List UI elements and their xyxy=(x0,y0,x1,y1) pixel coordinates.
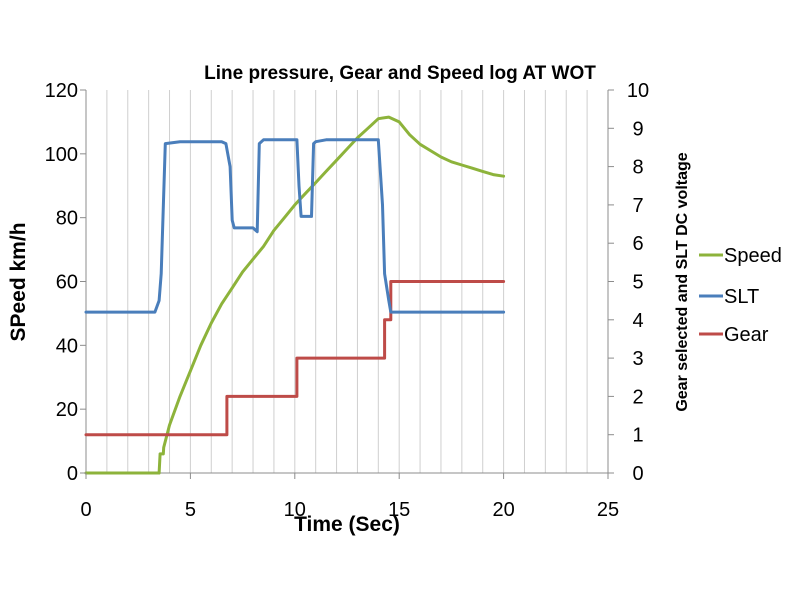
y2-tick-label: 3 xyxy=(632,348,643,370)
y2-tick-label: 10 xyxy=(627,80,649,102)
x-tick-label: 5 xyxy=(185,499,196,521)
x-tick-label: 25 xyxy=(597,499,619,521)
y-tick-label: 120 xyxy=(45,80,78,102)
x-tick-label: 0 xyxy=(80,499,91,521)
y2-tick-label: 0 xyxy=(632,463,643,485)
y2-tick-label: 6 xyxy=(632,233,643,255)
y2-tick-label: 9 xyxy=(632,118,643,140)
legend-label-speed: Speed xyxy=(724,245,782,267)
series-line-speed xyxy=(84,115,506,475)
x-tick-label: 15 xyxy=(388,499,410,521)
series-line-gear xyxy=(84,280,506,437)
series-group xyxy=(84,115,506,475)
legend-label-slt: SLT xyxy=(724,286,759,308)
y-tick-label: 20 xyxy=(56,399,78,421)
y2-tick-label: 4 xyxy=(632,310,643,332)
series-line-slt xyxy=(84,138,506,314)
y-tick-label: 60 xyxy=(56,272,78,294)
y2-axis-label: Gear selected and SLT DC voltage xyxy=(674,152,691,411)
x-tick-label: 20 xyxy=(492,499,514,521)
y2-tick-label: 1 xyxy=(632,425,643,447)
y2-tick-label: 7 xyxy=(632,195,643,217)
y2-tick-label: 2 xyxy=(632,386,643,408)
legend-label-gear: Gear xyxy=(724,324,769,346)
chart-title: Line pressure, Gear and Speed log AT WOT xyxy=(204,63,596,84)
y2-tick-label: 5 xyxy=(632,272,643,294)
x-tick-label: 10 xyxy=(284,499,306,521)
x-axis-label: Time (Sec) xyxy=(294,513,400,536)
y-tick-label: 80 xyxy=(56,208,78,230)
tick-labels: 0 5 10 15 20 25 0 20 40 60 80 100 120 0 1 2 3 4 5 6 7 8 9 10 xyxy=(45,80,650,521)
y-tick-label: 0 xyxy=(67,463,78,485)
y-axis-label: SPeed km/h xyxy=(7,222,30,341)
legend: Speed SLT Gear xyxy=(699,245,782,346)
y2-tick-label: 8 xyxy=(632,157,643,179)
y-tick-label: 40 xyxy=(56,335,78,357)
y-tick-label: 100 xyxy=(45,144,78,166)
